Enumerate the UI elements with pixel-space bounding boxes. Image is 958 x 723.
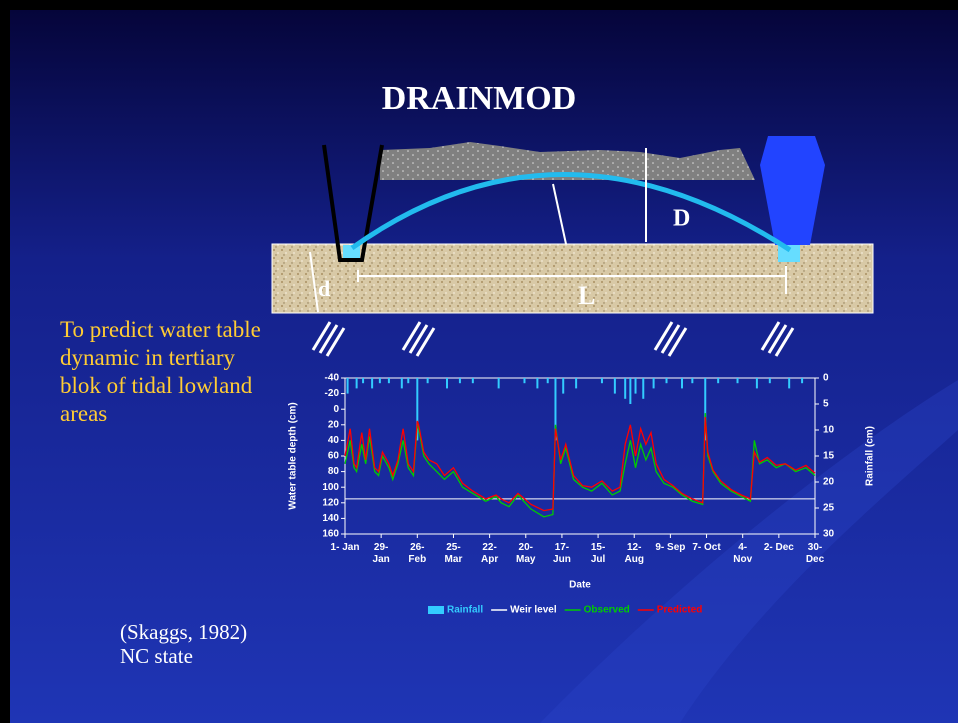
rain-bar [653, 378, 655, 388]
citation: (Skaggs, 1982)NC state [120, 620, 247, 668]
legend-label: Rainfall [447, 605, 483, 616]
rain-bar [472, 378, 474, 383]
x-tick-label: 26- Feb [402, 542, 432, 566]
y-tick-label: 60 [328, 451, 340, 462]
rain-bar [575, 378, 577, 388]
rain-bar [642, 378, 644, 399]
x-tick-label: 17- Jun [547, 542, 577, 566]
y-tick-label: -20 [325, 388, 340, 399]
y-tick-label: 100 [322, 482, 339, 493]
rain-bar [523, 378, 525, 383]
rain-bar [362, 378, 364, 383]
rain-bar [624, 378, 626, 399]
diagram-label: D [673, 206, 690, 232]
y2-tick-label: 10 [823, 425, 835, 436]
y-tick-label: -40 [325, 373, 340, 384]
legend-label: Weir level [510, 605, 557, 616]
rain-bar [666, 378, 668, 383]
rain-bar [446, 378, 448, 388]
x-tick-label: 15- Jul [583, 542, 613, 566]
rain-bar [756, 378, 758, 388]
rain-bar [459, 378, 461, 383]
x-tick-label: 4- Nov [728, 542, 758, 566]
diagram-label: d [318, 276, 330, 301]
rain-bar [769, 378, 771, 383]
rain-bar [681, 378, 683, 388]
rain-bar [629, 378, 631, 404]
rain-bar [407, 378, 409, 383]
rain-bar [427, 378, 429, 383]
rain-bar [691, 378, 693, 383]
x-tick-label: 9- Sep [655, 542, 685, 554]
x-tick-label: 2- Dec [764, 542, 794, 554]
x-tick-label: 20- May [511, 542, 541, 566]
slide-title: DRAINMOD [0, 80, 958, 118]
rain-bar [547, 378, 549, 383]
x-tick-label: 29- Jan [366, 542, 396, 566]
y-tick-label: 40 [328, 435, 340, 446]
rain-bar [498, 378, 500, 388]
y-tick-label: 160 [322, 529, 339, 540]
rain-bar [347, 378, 349, 394]
x-tick-label: 12- Aug [619, 542, 649, 566]
x-tick-label: 22- Apr [475, 542, 505, 566]
y2-tick-label: 5 [823, 399, 829, 410]
rain-bar [379, 378, 381, 383]
y-axis-title: Water table depth (cm) [288, 402, 299, 509]
citation-line: (Skaggs, 1982) [120, 620, 247, 644]
y2-tick-label: 25 [823, 503, 835, 514]
rain-bar [371, 378, 373, 388]
rain-bar [536, 378, 538, 388]
legend-label: Predicted [657, 605, 703, 616]
x-tick-label: 25- Mar [438, 542, 468, 566]
y2-tick-label: 30 [823, 529, 835, 540]
rain-bar [614, 378, 616, 394]
x-tick-label: 30- Dec [800, 542, 830, 566]
y-tick-label: 120 [322, 497, 339, 508]
x-axis-title: Date [569, 580, 591, 591]
rain-bar [562, 378, 564, 394]
x-tick-label: 7- Oct [692, 542, 722, 554]
rain-bar [635, 378, 637, 394]
y-tick-label: 20 [328, 419, 340, 430]
y2-tick-label: 0 [823, 373, 829, 384]
y2-tick-label: 15 [823, 451, 835, 462]
y2-axis-title: Rainfall (cm) [865, 426, 876, 486]
x-tick-label: 1- Jan [330, 542, 360, 554]
rain-bar [737, 378, 739, 383]
slide: D d L -40 -20 0 20 40 60 80 100 120 140 160 0 5 10 15 2… [0, 0, 958, 723]
rain-bar [388, 378, 390, 383]
legend-swatch [428, 606, 444, 614]
rain-bar [801, 378, 803, 383]
citation-line: NC state [120, 644, 247, 668]
diagram-label: L [578, 281, 595, 310]
y-tick-label: 0 [333, 404, 339, 415]
y-tick-label: 140 [322, 513, 339, 524]
rain-bar [717, 378, 719, 383]
rain-bar [356, 378, 358, 388]
legend-label: Observed [584, 605, 630, 616]
y2-tick-label: 20 [823, 477, 835, 488]
slide-text: To predict water table dynamic in tertia… [60, 316, 265, 428]
rain-bar [601, 378, 603, 383]
y-tick-label: 80 [328, 466, 340, 477]
rain-bar [401, 378, 403, 388]
rain-bar [788, 378, 790, 388]
